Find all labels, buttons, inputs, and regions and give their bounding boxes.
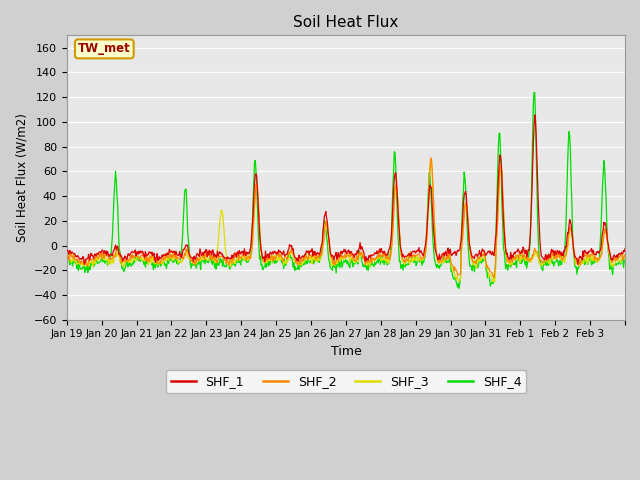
SHF_4	[129, 261, 136, 266]
SHF_1	[63, 248, 70, 254]
SHF_3	[259, 256, 266, 262]
SHF_3	[404, 254, 412, 260]
SHF_2	[621, 252, 629, 258]
SHF_2	[427, 155, 435, 161]
SHF_1	[621, 246, 629, 252]
SHF_2	[63, 252, 70, 258]
SHF_1	[404, 253, 412, 259]
SHF_2	[404, 257, 412, 263]
SHF_4	[259, 267, 266, 273]
Line: SHF_3: SHF_3	[67, 158, 625, 282]
SHF_2	[436, 260, 444, 265]
SHF_3	[436, 260, 444, 265]
SHF_2	[129, 251, 136, 257]
SHF_3	[490, 279, 497, 285]
SHF_4	[231, 263, 239, 269]
SHF_2	[231, 250, 239, 255]
SHF_4	[530, 89, 538, 95]
SHF_1	[280, 248, 287, 254]
SHF_2	[490, 275, 498, 280]
SHF_1	[259, 255, 266, 261]
SHF_1	[531, 112, 539, 118]
SHF_4	[280, 265, 287, 271]
SHF_1	[231, 251, 239, 256]
SHF_3	[280, 262, 287, 267]
SHF_4	[435, 263, 442, 269]
Text: TW_met: TW_met	[78, 42, 131, 55]
SHF_4	[63, 259, 70, 265]
Line: SHF_1: SHF_1	[67, 115, 625, 264]
Legend: SHF_1, SHF_2, SHF_3, SHF_4: SHF_1, SHF_2, SHF_3, SHF_4	[166, 370, 526, 393]
SHF_1	[435, 256, 442, 262]
X-axis label: Time: Time	[330, 345, 361, 358]
SHF_3	[63, 251, 70, 257]
SHF_2	[280, 257, 287, 263]
SHF_4	[455, 286, 463, 291]
SHF_4	[621, 258, 629, 264]
SHF_1	[574, 262, 582, 267]
SHF_2	[259, 257, 266, 263]
SHF_3	[231, 261, 239, 266]
Line: SHF_4: SHF_4	[67, 92, 625, 288]
Line: SHF_2: SHF_2	[67, 158, 625, 277]
SHF_1	[129, 249, 136, 254]
SHF_3	[428, 156, 435, 161]
SHF_3	[129, 257, 136, 263]
Title: Soil Heat Flux: Soil Heat Flux	[293, 15, 399, 30]
SHF_3	[621, 256, 629, 262]
Y-axis label: Soil Heat Flux (W/m2): Soil Heat Flux (W/m2)	[15, 113, 28, 242]
SHF_4	[404, 261, 412, 267]
